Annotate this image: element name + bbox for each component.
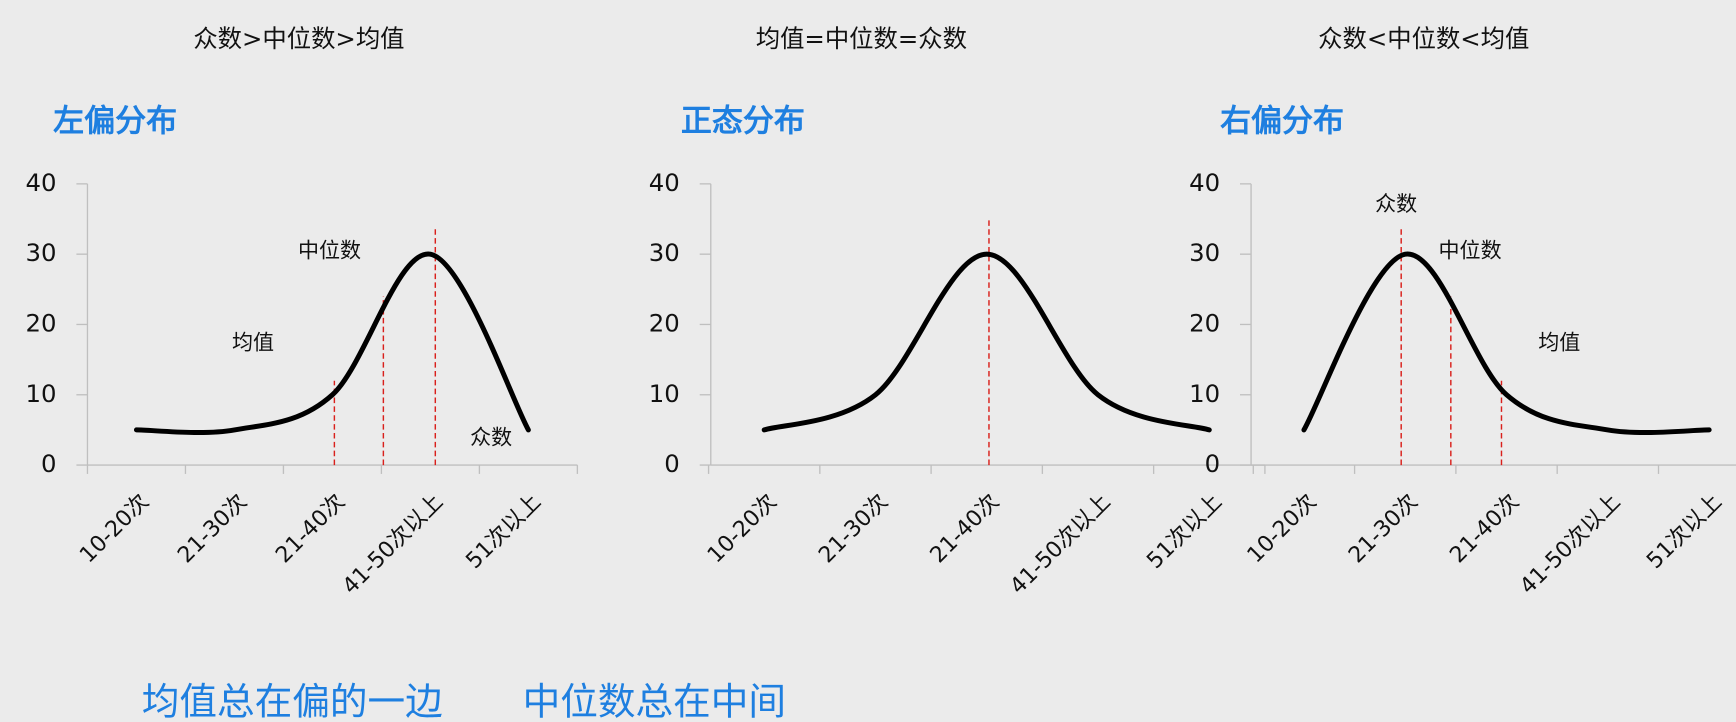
x-tick-label: 41-50次以上 xyxy=(1005,489,1116,600)
y-tick-label: 0 xyxy=(41,449,57,478)
y-tick-label: 20 xyxy=(1189,308,1220,337)
annotation: 中位数 xyxy=(298,237,361,262)
footer-text: 均值总在偏的一边 xyxy=(142,680,443,722)
x-tick-label: 41-50次以上 xyxy=(337,489,448,600)
annotation: 中位数 xyxy=(1439,237,1502,262)
footer-text: 中位数总在中间 xyxy=(523,680,786,722)
x-tick-label: 21-30次 xyxy=(814,489,893,568)
y-tick-label: 20 xyxy=(649,308,680,337)
chart-subtitle: 众数<中位数<均值 xyxy=(1318,24,1529,53)
chart-title: 右偏分布 xyxy=(1220,103,1344,139)
y-tick-label: 10 xyxy=(649,379,680,408)
annotation: 均值 xyxy=(1538,329,1580,354)
y-tick-label: 10 xyxy=(25,379,56,408)
y-tick-label: 30 xyxy=(649,238,680,267)
y-tick-label: 30 xyxy=(25,238,56,267)
x-tick-label: 51次以上 xyxy=(1142,489,1227,574)
x-tick-label: 10-20次 xyxy=(702,489,781,568)
x-tick-label: 21-40次 xyxy=(925,489,1004,568)
x-tick-label: 10-20次 xyxy=(75,489,154,568)
line-series xyxy=(133,251,531,435)
chart-title: 左偏分布 xyxy=(53,103,177,139)
x-tick-label: 21-40次 xyxy=(1445,489,1524,568)
x-tick-label: 10-20次 xyxy=(1242,489,1321,568)
chart-subtitle: 均值=中位数=众数 xyxy=(756,24,967,53)
chart-title: 正态分布 xyxy=(681,103,805,139)
y-tick-label: 20 xyxy=(25,308,56,337)
annotation: 均值 xyxy=(232,329,274,354)
y-tick-label: 0 xyxy=(1205,449,1221,478)
x-tick-label: 21-30次 xyxy=(1343,489,1422,568)
x-tick-label: 21-30次 xyxy=(173,489,252,568)
annotation: 众数 xyxy=(470,424,512,449)
chart-subtitle: 众数>中位数>均值 xyxy=(193,24,404,53)
y-tick-label: 40 xyxy=(649,168,680,197)
y-tick-label: 10 xyxy=(1189,379,1220,408)
x-tick-label: 21-40次 xyxy=(271,489,350,568)
annotation: 众数 xyxy=(1375,191,1417,216)
x-tick-label: 41-50次以上 xyxy=(1515,489,1626,600)
line-series xyxy=(1301,251,1712,435)
line-series xyxy=(761,251,1212,433)
x-tick-label: 51次以上 xyxy=(1642,489,1727,574)
y-tick-label: 30 xyxy=(1189,238,1220,267)
y-tick-label: 40 xyxy=(25,168,56,197)
x-tick-label: 51次以上 xyxy=(461,489,546,574)
y-tick-label: 0 xyxy=(664,449,680,478)
y-tick-label: 40 xyxy=(1189,168,1220,197)
